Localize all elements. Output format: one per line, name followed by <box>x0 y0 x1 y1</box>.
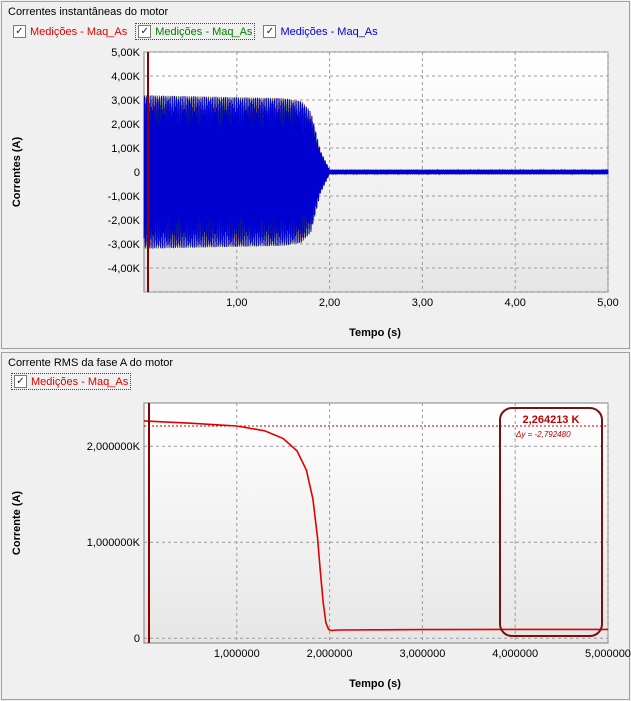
legend-item-red[interactable]: ✓ Medições - Maq_As <box>11 24 129 39</box>
legend-checkbox-red[interactable]: ✓ <box>13 25 26 38</box>
top-series-line <box>143 95 609 249</box>
top-y-tick-label: -4,00K <box>108 263 141 275</box>
bottom-y-axis-title: Corrente (A) <box>11 491 23 556</box>
top-y-tick-label: 0 <box>134 167 140 179</box>
top-x-tick-label: 1,00 <box>226 297 247 309</box>
top-y-tick-label: 4,00K <box>111 71 140 83</box>
bottom-x-tick-label: 1,000000 <box>214 648 260 660</box>
top-chart: 5,00K 4,00K 3,00K 2,00K 1,00K 0 -1,00K -2,00K -3… <box>11 47 619 339</box>
top-y-ticks: 5,00K 4,00K 3,00K 2,00K 1,00K 0 -1,00K -2,00K -3… <box>108 47 141 275</box>
cursor-readout[interactable]: 2,264213 K Δy = -2,792480 <box>499 407 603 637</box>
bottom-chart-title: Corrente RMS da fase A do motor <box>8 357 174 369</box>
top-y-tick-label: -1,00K <box>108 191 141 203</box>
legend-label-rms-red: Medições - Maq_As <box>31 375 129 388</box>
legend-item-green[interactable]: ✓ Medições - Maq_As <box>135 23 256 40</box>
top-y-tick-label: -3,00K <box>108 239 141 251</box>
bottom-chart: 2,000000K 1,000000K 0 1,000000 2,000000 3,00… <box>11 402 631 690</box>
top-chart-title: Correntes instantâneas do motor <box>8 6 169 18</box>
top-x-tick-label: 3,00 <box>412 297 433 309</box>
bottom-x-tick-label: 2,000000 <box>307 648 353 660</box>
legend-label-red: Medições - Maq_As <box>30 25 128 38</box>
bottom-y-tick-label: 1,000000K <box>87 537 141 549</box>
legend-label-blue: Medições - Maq_As <box>280 25 378 38</box>
top-series-group <box>143 95 609 249</box>
legend-checkbox-rms-red[interactable]: ✓ <box>14 375 27 388</box>
legend-item-rms-red[interactable]: ✓ Medições - Maq_As <box>11 373 132 390</box>
bottom-x-tick-label: 5,000000 <box>585 648 631 660</box>
top-y-tick-label: 5,00K <box>111 47 140 59</box>
top-y-tick-label: -2,00K <box>108 215 141 227</box>
bottom-x-tick-label: 3,000000 <box>399 648 445 660</box>
bottom-x-axis-title: Tempo (s) <box>349 678 401 690</box>
legend-checkbox-green[interactable]: ✓ <box>138 25 152 38</box>
top-legend: ✓ Medições - Maq_As ✓ Medições - Maq_As … <box>11 23 386 40</box>
bottom-legend: ✓ Medições - Maq_As <box>11 373 137 390</box>
top-x-tick-label: 4,00 <box>504 297 525 309</box>
top-y-axis-title: Correntes (A) <box>11 137 23 208</box>
bottom-x-tick-label: 4,000000 <box>492 648 538 660</box>
top-x-ticks: 1,00 2,00 3,00 4,00 5,00 <box>226 297 619 309</box>
bottom-x-ticks: 1,000000 2,000000 3,000000 4,000000 5,000000 <box>214 648 631 660</box>
bottom-plot-area[interactable] <box>143 402 609 644</box>
top-x-axis-title: Tempo (s) <box>349 327 401 339</box>
top-y-tick-label: 1,00K <box>111 143 140 155</box>
legend-label-green: Medições - Maq_As <box>155 25 253 38</box>
top-y-tick-label: 3,00K <box>111 95 140 107</box>
bottom-y-tick-label: 0 <box>134 633 140 645</box>
top-x-tick-label: 5,00 <box>597 297 618 309</box>
bottom-y-ticks: 2,000000K 1,000000K 0 <box>87 441 141 645</box>
legend-item-blue[interactable]: ✓ Medições - Maq_As <box>261 24 379 39</box>
rms-series-line <box>143 420 608 632</box>
cursor-value: 2,264213 K <box>523 414 580 426</box>
top-y-tick-label: 2,00K <box>111 119 140 131</box>
cursor-delta: Δy = -2,792480 <box>515 430 571 439</box>
top-x-tick-label: 2,00 <box>319 297 340 309</box>
legend-checkbox-blue[interactable]: ✓ <box>263 25 277 38</box>
bottom-y-tick-label: 2,000000K <box>87 441 141 453</box>
